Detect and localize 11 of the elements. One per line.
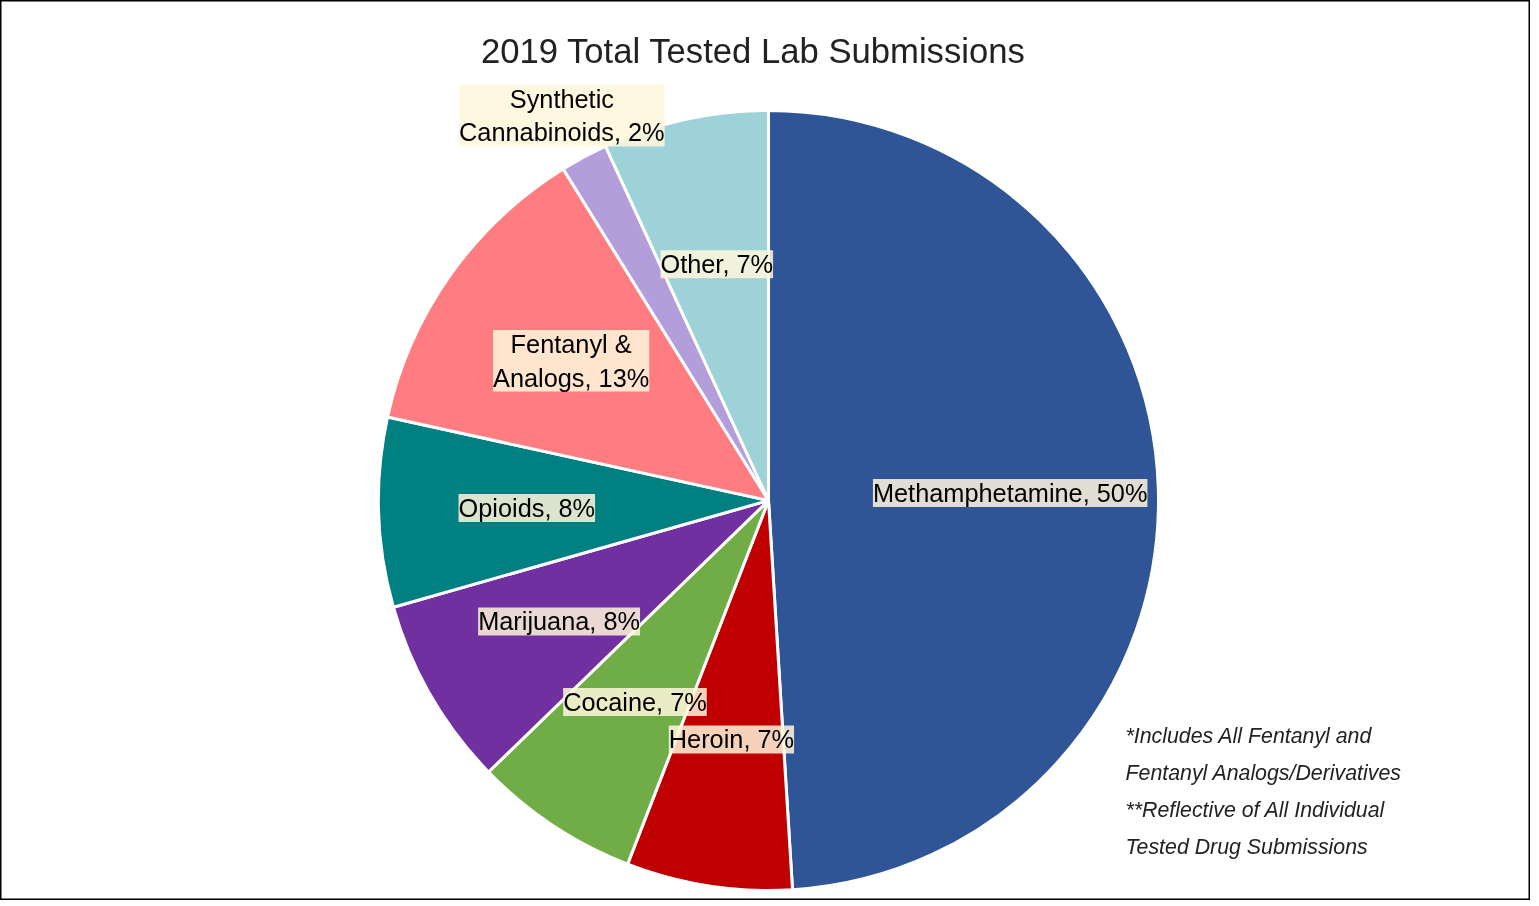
slice-label: Marijuana, 8% [478,607,641,636]
text: *Includes All Fentanyl and Fentanyl Analogs/Derivatives [1125,723,1402,785]
slice-label: Synthetic Cannabinoids, 2% [459,84,665,147]
slice-label: Cocaine, 7% [563,688,707,717]
slice-label: Other, 7% [660,250,774,279]
slice-label: Fentanyl & Analogs, 13% [492,329,650,392]
slice-label: Opioids, 8% [458,493,596,522]
slice-label: Methamphetamine, 50% [872,479,1148,508]
text: **Reflective of All Individual Tested Drug Submissions [1125,797,1386,859]
chart-title: 2019 Total Tested Lab Submissions [480,31,1025,70]
slice-label: Heroin, 7% [668,725,795,754]
